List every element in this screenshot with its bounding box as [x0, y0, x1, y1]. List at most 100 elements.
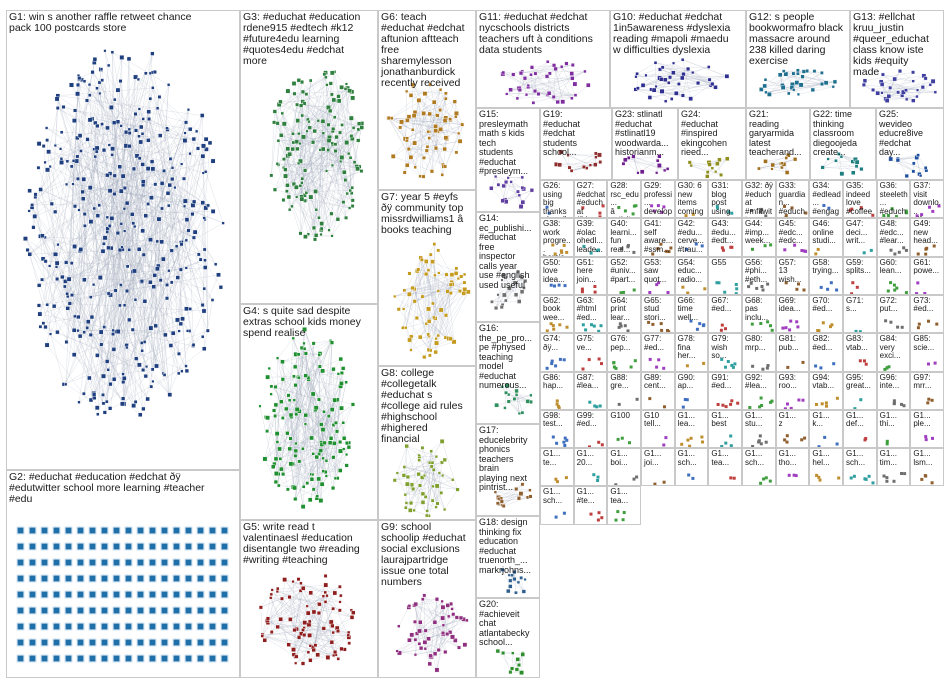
graph-node[interactable] — [54, 265, 59, 269]
graph-node[interactable] — [859, 167, 864, 172]
graph-node[interactable] — [290, 146, 295, 152]
graph-node[interactable] — [203, 136, 209, 142]
graph-node[interactable] — [422, 91, 428, 97]
graph-node[interactable] — [76, 590, 85, 599]
graph-node[interactable] — [757, 166, 761, 171]
graph-node[interactable] — [72, 204, 77, 209]
cluster-panel-g7[interactable]: G7: year 5 #eyfs ðÿ community top missrd… — [378, 190, 476, 366]
graph-node[interactable] — [207, 140, 213, 146]
graph-node[interactable] — [33, 192, 38, 197]
graph-node[interactable] — [303, 373, 308, 378]
graph-node[interactable] — [276, 139, 281, 143]
graph-node[interactable] — [500, 278, 504, 282]
graph-node[interactable] — [441, 473, 445, 477]
graph-node[interactable] — [862, 251, 866, 255]
graph-node[interactable] — [412, 299, 417, 304]
cluster-panel-g23[interactable]: G23: stlinatl #educhat #stlinatl19 woodw… — [612, 108, 678, 180]
graph-node[interactable] — [396, 307, 401, 312]
graph-node[interactable] — [552, 327, 556, 331]
graph-node[interactable] — [178, 321, 183, 326]
graph-node[interactable] — [416, 267, 421, 272]
graph-node[interactable] — [563, 443, 567, 447]
graph-node[interactable] — [423, 628, 428, 633]
graph-node[interactable] — [273, 479, 278, 485]
graph-node[interactable] — [935, 322, 939, 326]
graph-node[interactable] — [407, 604, 412, 608]
graph-node[interactable] — [413, 165, 417, 169]
cluster-panel-g74[interactable]: G74: ðÿ... — [540, 333, 574, 372]
graph-node[interactable] — [445, 603, 451, 608]
graph-node[interactable] — [412, 140, 418, 146]
graph-node[interactable] — [65, 159, 70, 164]
graph-node[interactable] — [626, 329, 630, 333]
graph-node[interactable] — [325, 655, 331, 660]
graph-node[interactable] — [184, 542, 193, 551]
graph-node[interactable] — [612, 361, 616, 365]
graph-node[interactable] — [648, 396, 652, 400]
graph-node[interactable] — [164, 296, 169, 301]
graph-node[interactable] — [174, 244, 179, 249]
cluster-panel-g106[interactable]: G1... k... — [809, 409, 843, 449]
graph-node[interactable] — [666, 290, 670, 294]
graph-node[interactable] — [647, 95, 653, 100]
graph-node[interactable] — [269, 596, 273, 600]
graph-node[interactable] — [77, 76, 82, 81]
cluster-panel-g112[interactable]: G1... boi... — [607, 448, 641, 487]
graph-node[interactable] — [339, 646, 344, 651]
graph-node[interactable] — [59, 160, 64, 165]
graph-node[interactable] — [311, 341, 316, 346]
graph-node[interactable] — [275, 162, 279, 166]
graph-node[interactable] — [326, 138, 332, 144]
graph-node[interactable] — [800, 74, 805, 79]
graph-node[interactable] — [445, 289, 450, 294]
graph-node[interactable] — [124, 542, 133, 551]
graph-node[interactable] — [76, 329, 80, 333]
cluster-panel-g113[interactable]: G1... joi... — [641, 448, 675, 487]
graph-node[interactable] — [316, 611, 321, 616]
graph-node[interactable] — [885, 479, 889, 483]
graph-node[interactable] — [764, 440, 768, 444]
graph-node[interactable] — [285, 183, 290, 188]
graph-node[interactable] — [886, 214, 890, 217]
graph-node[interactable] — [454, 110, 459, 116]
graph-node[interactable] — [287, 398, 292, 403]
graph-node[interactable] — [442, 146, 447, 152]
graph-node[interactable] — [456, 276, 460, 281]
graph-node[interactable] — [282, 157, 286, 161]
graph-node[interactable] — [321, 626, 326, 631]
graph-node[interactable] — [111, 332, 115, 336]
graph-node[interactable] — [759, 210, 763, 214]
graph-node[interactable] — [100, 574, 109, 583]
graph-node[interactable] — [689, 163, 693, 168]
graph-node[interactable] — [926, 400, 930, 404]
graph-node[interactable] — [916, 281, 920, 285]
graph-node[interactable] — [927, 319, 931, 323]
graph-node[interactable] — [529, 393, 533, 397]
graph-node[interactable] — [156, 216, 162, 222]
graph-node[interactable] — [826, 157, 830, 161]
graph-node[interactable] — [295, 102, 300, 107]
graph-node[interactable] — [333, 420, 338, 425]
graph-node[interactable] — [632, 251, 636, 255]
graph-node[interactable] — [560, 251, 564, 255]
graph-node[interactable] — [410, 285, 415, 290]
graph-node[interactable] — [175, 275, 180, 280]
graph-node[interactable] — [64, 382, 68, 386]
graph-node[interactable] — [928, 83, 933, 87]
graph-node[interactable] — [123, 229, 127, 233]
graph-node[interactable] — [40, 606, 49, 615]
graph-node[interactable] — [288, 461, 294, 467]
graph-node[interactable] — [281, 472, 286, 477]
graph-node[interactable] — [422, 155, 426, 160]
graph-node[interactable] — [639, 169, 645, 175]
graph-node[interactable] — [758, 404, 762, 408]
graph-node[interactable] — [516, 496, 521, 501]
graph-node[interactable] — [794, 474, 798, 478]
graph-node[interactable] — [624, 324, 628, 328]
graph-node[interactable] — [459, 274, 464, 279]
graph-node[interactable] — [151, 379, 155, 383]
graph-node[interactable] — [167, 182, 172, 188]
graph-node[interactable] — [429, 348, 433, 353]
graph-node[interactable] — [99, 67, 104, 71]
graph-node[interactable] — [356, 121, 362, 126]
